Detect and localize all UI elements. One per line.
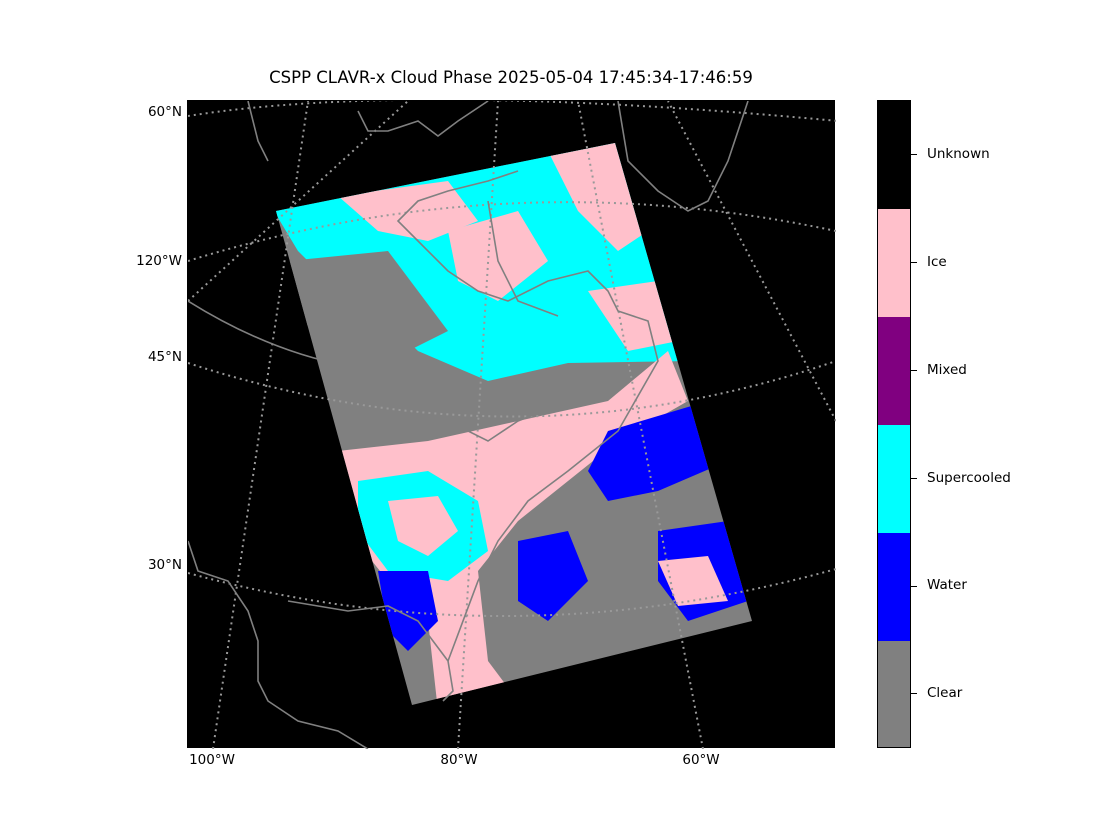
meridian-line bbox=[457, 101, 499, 749]
meridian-line bbox=[188, 101, 409, 302]
swath-water-south bbox=[518, 531, 588, 621]
coastlines bbox=[188, 101, 749, 749]
meridian-line bbox=[577, 101, 704, 749]
colorbar-tick bbox=[911, 262, 917, 263]
colorbar-tick bbox=[911, 693, 917, 694]
colorbar-segment-unknown bbox=[878, 101, 910, 209]
swath-ice-storm bbox=[388, 496, 458, 556]
colorbar-segment-supercooled bbox=[878, 425, 910, 533]
meridian-line bbox=[212, 101, 309, 749]
coastline-hudson bbox=[487, 200, 559, 317]
meridian-line bbox=[667, 101, 836, 422]
colorbar-segment-mixed bbox=[878, 317, 910, 425]
colorbar-tick bbox=[911, 370, 917, 371]
parallel-line bbox=[188, 360, 836, 418]
colorbar-label-mixed: Mixed bbox=[927, 362, 967, 378]
map-panel bbox=[187, 100, 836, 749]
parallel-line bbox=[188, 101, 836, 122]
lon-label-60w: 60°W bbox=[682, 752, 720, 768]
lat-label-30n: 30°N bbox=[147, 557, 182, 573]
colorbar-segment-clear bbox=[878, 641, 910, 747]
colorbar-tick bbox=[911, 586, 917, 587]
lon-label-80w: 80°W bbox=[440, 752, 478, 768]
colorbar bbox=[877, 100, 911, 748]
colorbar-tick bbox=[911, 154, 917, 155]
coastline-gulf bbox=[188, 540, 369, 749]
graticule bbox=[188, 101, 836, 749]
swath-water-southwest bbox=[378, 571, 438, 651]
map-title: CSPP CLAVR-x Cloud Phase 2025-05-04 17:4… bbox=[269, 68, 753, 87]
colorbar-label-supercooled: Supercooled bbox=[927, 470, 1011, 486]
lon-label-100w: 100°W bbox=[189, 752, 235, 768]
lat-label-120w: 120°W bbox=[136, 253, 182, 269]
swath-ice-central bbox=[338, 351, 688, 705]
coastline-atlantic bbox=[396, 170, 659, 662]
coastline-northwest bbox=[247, 101, 269, 162]
coastline-greenland bbox=[617, 101, 749, 212]
colorbar-label-clear: Clear bbox=[927, 685, 963, 701]
colorbar-segment-ice bbox=[878, 209, 910, 317]
colorbar-label-water: Water bbox=[927, 577, 967, 593]
swath-clear-patch bbox=[288, 251, 448, 351]
coastline-gulf-east bbox=[287, 600, 454, 702]
swath-ice-patch bbox=[448, 211, 548, 301]
colorbar-tick bbox=[911, 478, 917, 479]
lat-label-45n: 45°N bbox=[147, 349, 182, 365]
coastline-arctic bbox=[357, 101, 489, 137]
colorbar-label-ice: Ice bbox=[927, 254, 947, 270]
colorbar-label-unknown: Unknown bbox=[927, 146, 990, 162]
colorbar-segment-water bbox=[878, 533, 910, 641]
lat-label-60n: 60°N bbox=[147, 104, 182, 120]
swath-water-east bbox=[588, 401, 728, 501]
map-canvas bbox=[188, 101, 836, 749]
parallel-line bbox=[188, 568, 836, 617]
great-lakes bbox=[387, 400, 569, 442]
border-line bbox=[188, 300, 349, 367]
swath-ice-southeast bbox=[658, 556, 728, 606]
